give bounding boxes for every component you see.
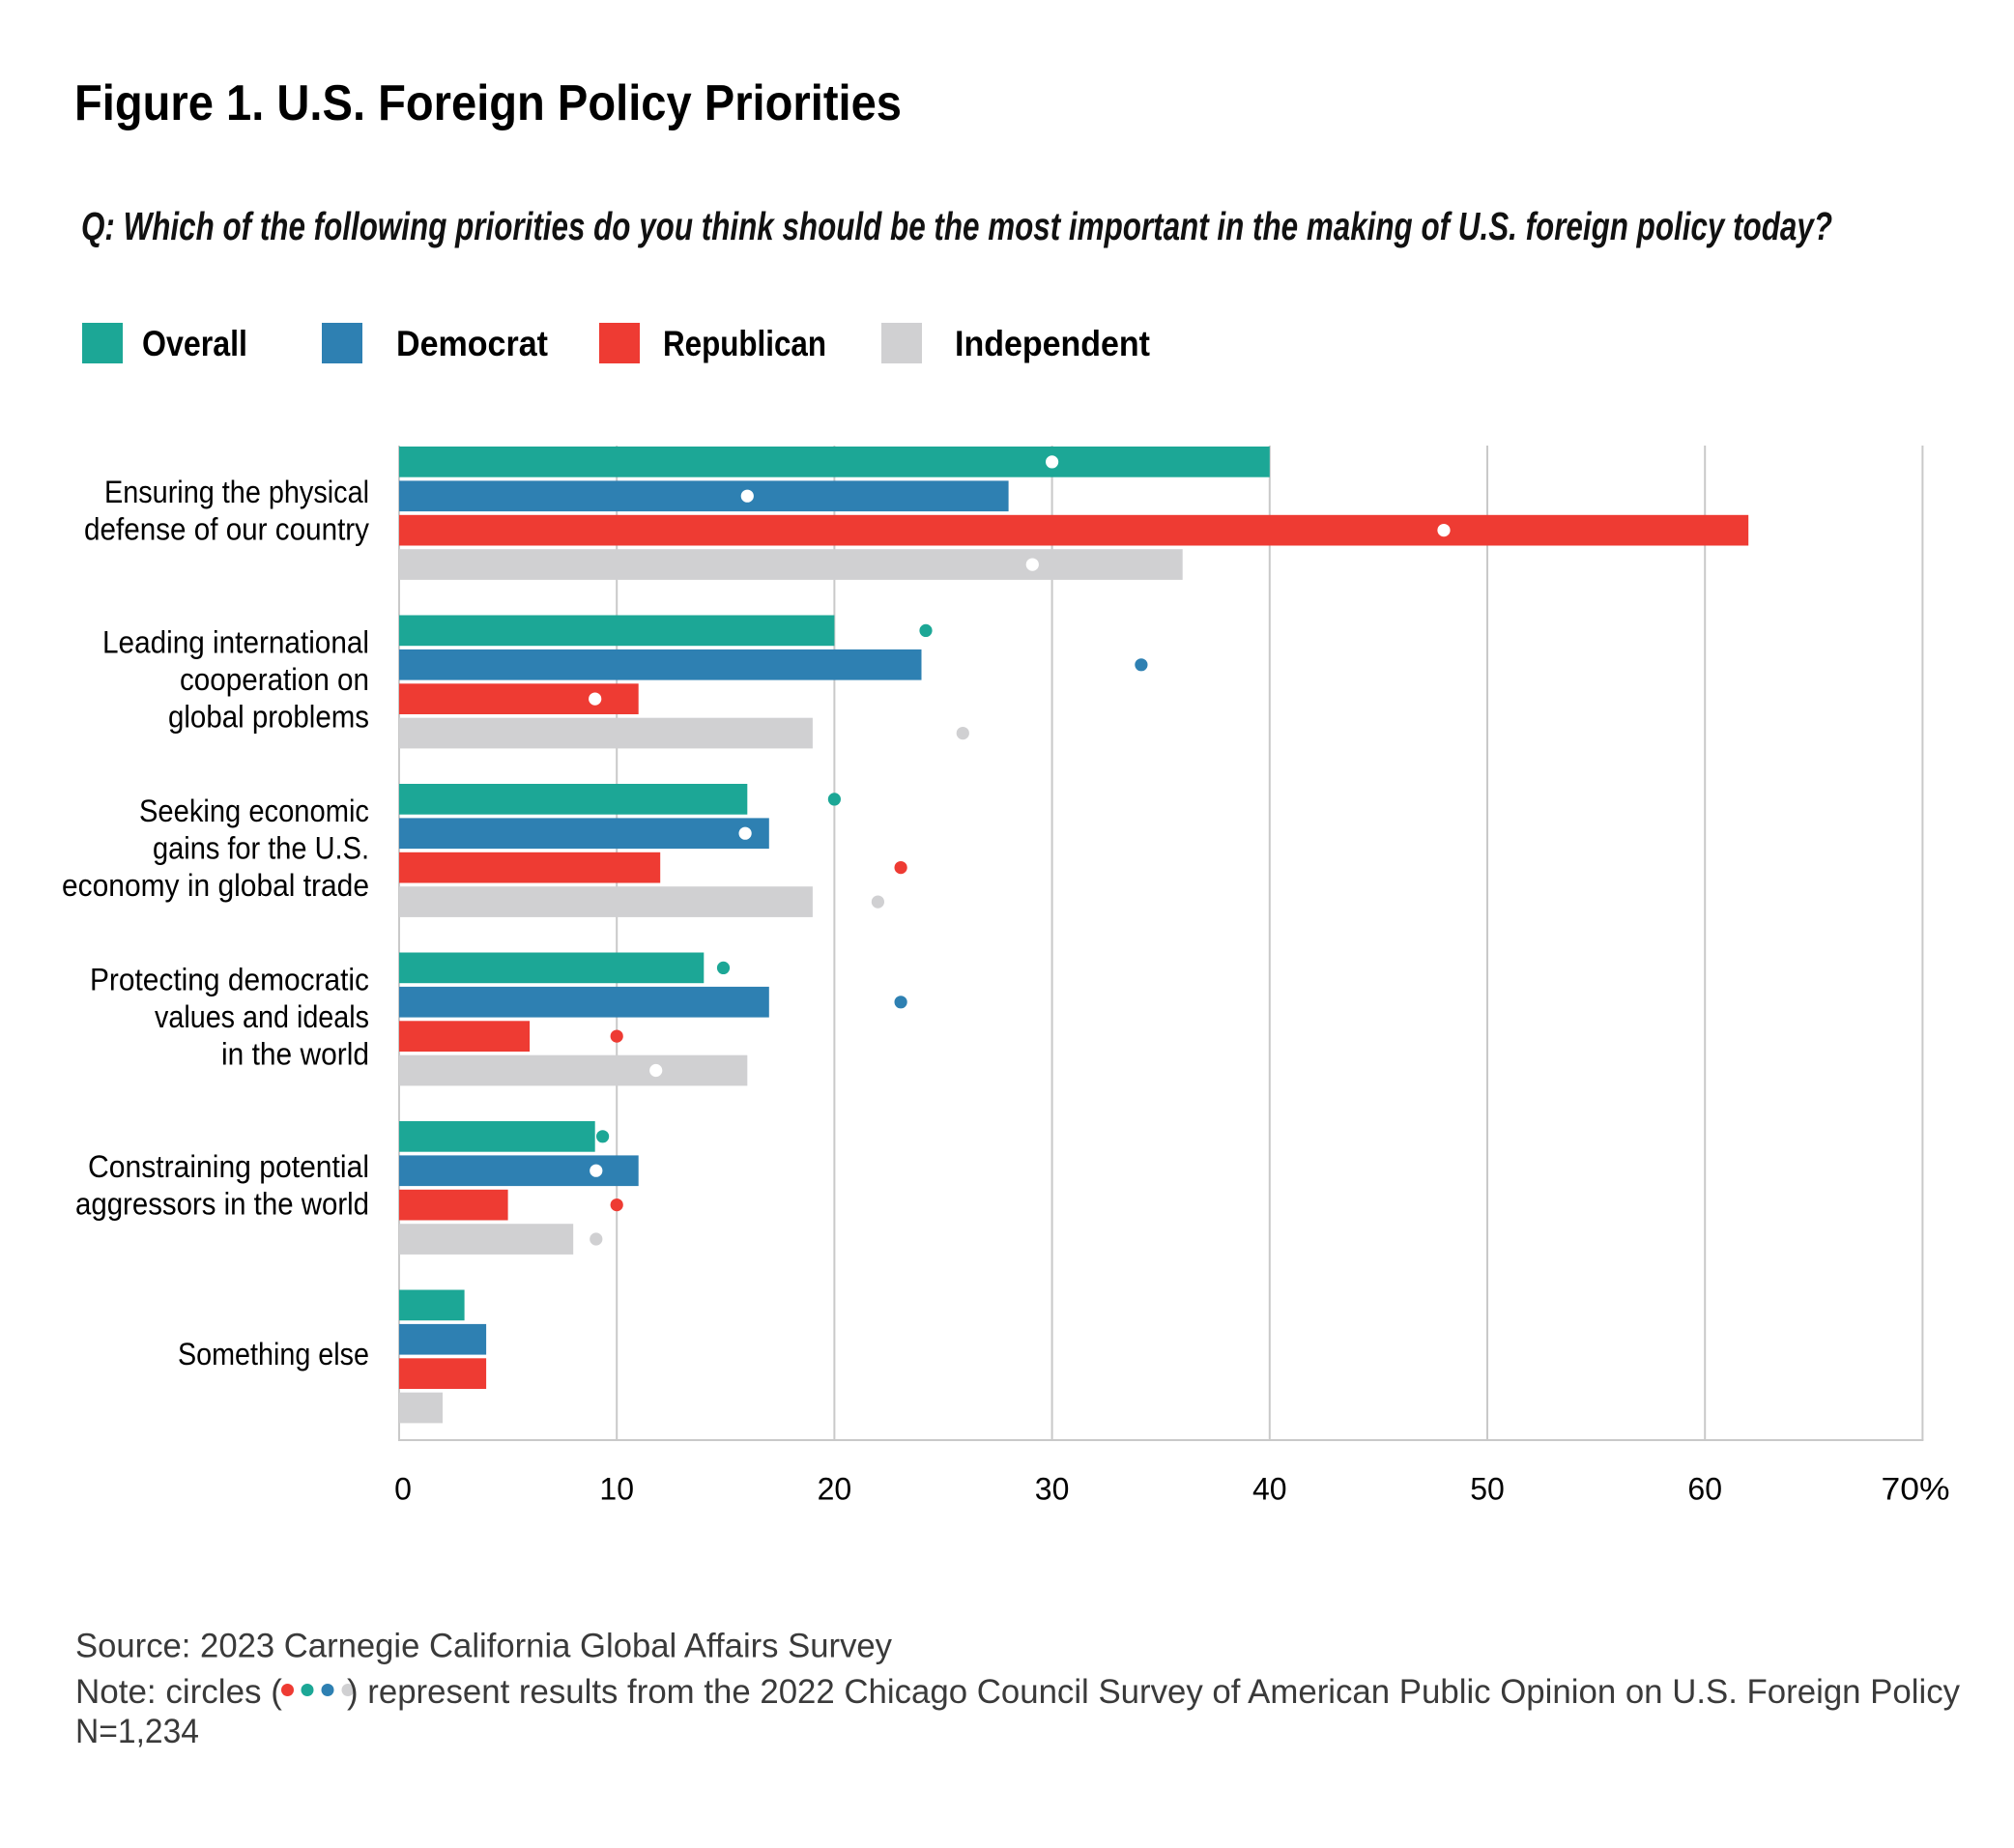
svg-text:N=1,234: N=1,234 (75, 1713, 199, 1750)
svg-text:gains for the U.S.: gains for the U.S. (153, 831, 369, 866)
svg-text:aggressors in the world: aggressors in the world (75, 1187, 369, 1222)
svg-text:in the world: in the world (221, 1037, 369, 1072)
svg-text:Seeking economic: Seeking economic (139, 794, 369, 828)
svg-text:40: 40 (1252, 1472, 1287, 1507)
svg-text:Leading international: Leading international (102, 625, 369, 660)
svg-text:Republican: Republican (663, 324, 826, 363)
svg-text:Constraining potential: Constraining potential (88, 1149, 369, 1184)
svg-text:values and ideals: values and ideals (155, 999, 369, 1034)
svg-text:50: 50 (1470, 1472, 1505, 1507)
svg-text:60: 60 (1687, 1472, 1722, 1507)
svg-text:) represent results from the 2: ) represent results from the 2022 Chicag… (347, 1673, 1960, 1711)
svg-text:Overall: Overall (142, 324, 247, 363)
svg-text:10: 10 (599, 1472, 634, 1507)
svg-text:Figure 1. U.S. Foreign Policy: Figure 1. U.S. Foreign Policy Priorities (74, 75, 902, 131)
svg-text:Protecting democratic: Protecting democratic (90, 963, 369, 997)
svg-text:Democrat: Democrat (396, 324, 548, 363)
svg-text:Source: 2023 Carnegie Californ: Source: 2023 Carnegie California Global … (75, 1628, 892, 1665)
svg-text:global problems: global problems (168, 700, 369, 735)
svg-text:0: 0 (394, 1472, 412, 1507)
svg-text:Something else: Something else (178, 1337, 369, 1372)
svg-text:Q: Which of the following prio: Q: Which of the following priorities do … (81, 204, 1832, 248)
svg-text:30: 30 (1035, 1472, 1070, 1507)
svg-text:defense of our country: defense of our country (84, 512, 369, 547)
svg-text:70%: 70% (1882, 1472, 1950, 1507)
svg-text:Independent: Independent (955, 324, 1150, 363)
svg-text:cooperation on: cooperation on (180, 662, 369, 697)
svg-text:economy in global trade: economy in global trade (62, 868, 369, 903)
svg-text:20: 20 (818, 1472, 852, 1507)
svg-text:Ensuring the physical: Ensuring the physical (104, 475, 369, 509)
svg-text:Note: circles (: Note: circles ( (75, 1673, 282, 1711)
